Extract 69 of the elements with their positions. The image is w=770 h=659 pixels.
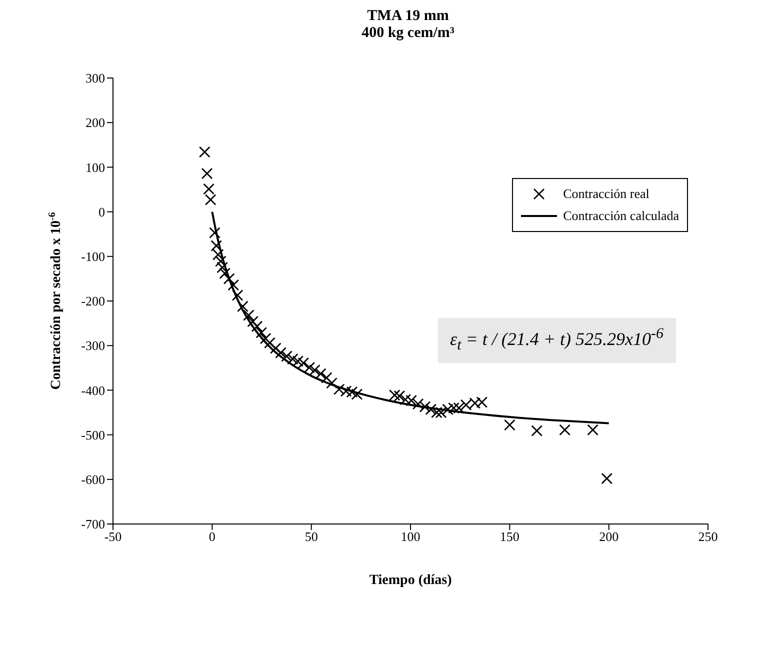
point (601, 472, 613, 484)
point (587, 424, 598, 436)
point (388, 389, 400, 401)
y-tick-label: -500 (81, 427, 105, 442)
point (304, 362, 316, 374)
y-tick-label: -200 (81, 294, 105, 309)
point (419, 401, 431, 412)
x-tick-label: 250 (698, 529, 718, 544)
point (333, 384, 345, 396)
point (281, 350, 292, 362)
point (216, 262, 228, 274)
point (264, 337, 276, 349)
point (298, 357, 310, 369)
point (198, 146, 210, 158)
point (247, 316, 259, 328)
point (412, 398, 424, 410)
point (203, 183, 214, 195)
y-tick-label: -300 (81, 338, 105, 354)
point (314, 368, 326, 380)
point (406, 394, 417, 406)
x-tick-label: 0 (208, 529, 216, 544)
point (400, 394, 412, 406)
point (201, 168, 213, 180)
point (260, 332, 272, 344)
point (237, 300, 248, 312)
point (320, 372, 332, 384)
point (256, 326, 268, 338)
x-tick-label: -50 (104, 529, 122, 544)
y-tick-label: 300 (86, 70, 105, 86)
chart-subtitle: 400 kg cem/m³ (360, 25, 456, 42)
point (223, 273, 235, 284)
annotation: ε$_{t}$ = t / (21.4 + t) 525.29x10$^{-6}$ (438, 318, 676, 363)
point (270, 342, 282, 354)
y-tick-label: -100 (81, 249, 105, 264)
point (219, 268, 231, 280)
y-tick-label: -600 (81, 472, 105, 488)
legend-label: Contracción real (563, 186, 650, 202)
point (275, 347, 286, 358)
point (228, 279, 240, 291)
point (232, 290, 244, 301)
chart-title: TMA 19 mm (366, 8, 450, 25)
point (251, 320, 263, 332)
y-tick-label: -700 (81, 516, 105, 532)
x-tick-label: 200 (599, 529, 619, 544)
point (292, 356, 304, 367)
x-tick-label: 100 (400, 529, 420, 544)
x-axis-title: Tiempo (días) (369, 573, 452, 588)
point (242, 310, 254, 321)
y-tick-label: -400 (81, 382, 105, 398)
point (210, 240, 222, 252)
point (204, 194, 216, 206)
x-tick-label: 50 (304, 529, 318, 544)
point (309, 364, 320, 376)
point (209, 227, 220, 238)
point (212, 248, 224, 260)
y-tick-label: 0 (98, 204, 105, 220)
point (559, 424, 571, 436)
point (394, 390, 406, 402)
y-tick-label: 100 (86, 160, 105, 175)
point (214, 256, 226, 268)
point (531, 425, 543, 436)
y-tick-label: 200 (86, 115, 105, 130)
point (448, 402, 460, 414)
point (286, 353, 298, 365)
x-tick-label: 150 (500, 529, 520, 544)
legend-label: Contracción calculada (563, 208, 679, 224)
point (326, 377, 338, 389)
point (504, 419, 516, 431)
point (346, 386, 358, 398)
